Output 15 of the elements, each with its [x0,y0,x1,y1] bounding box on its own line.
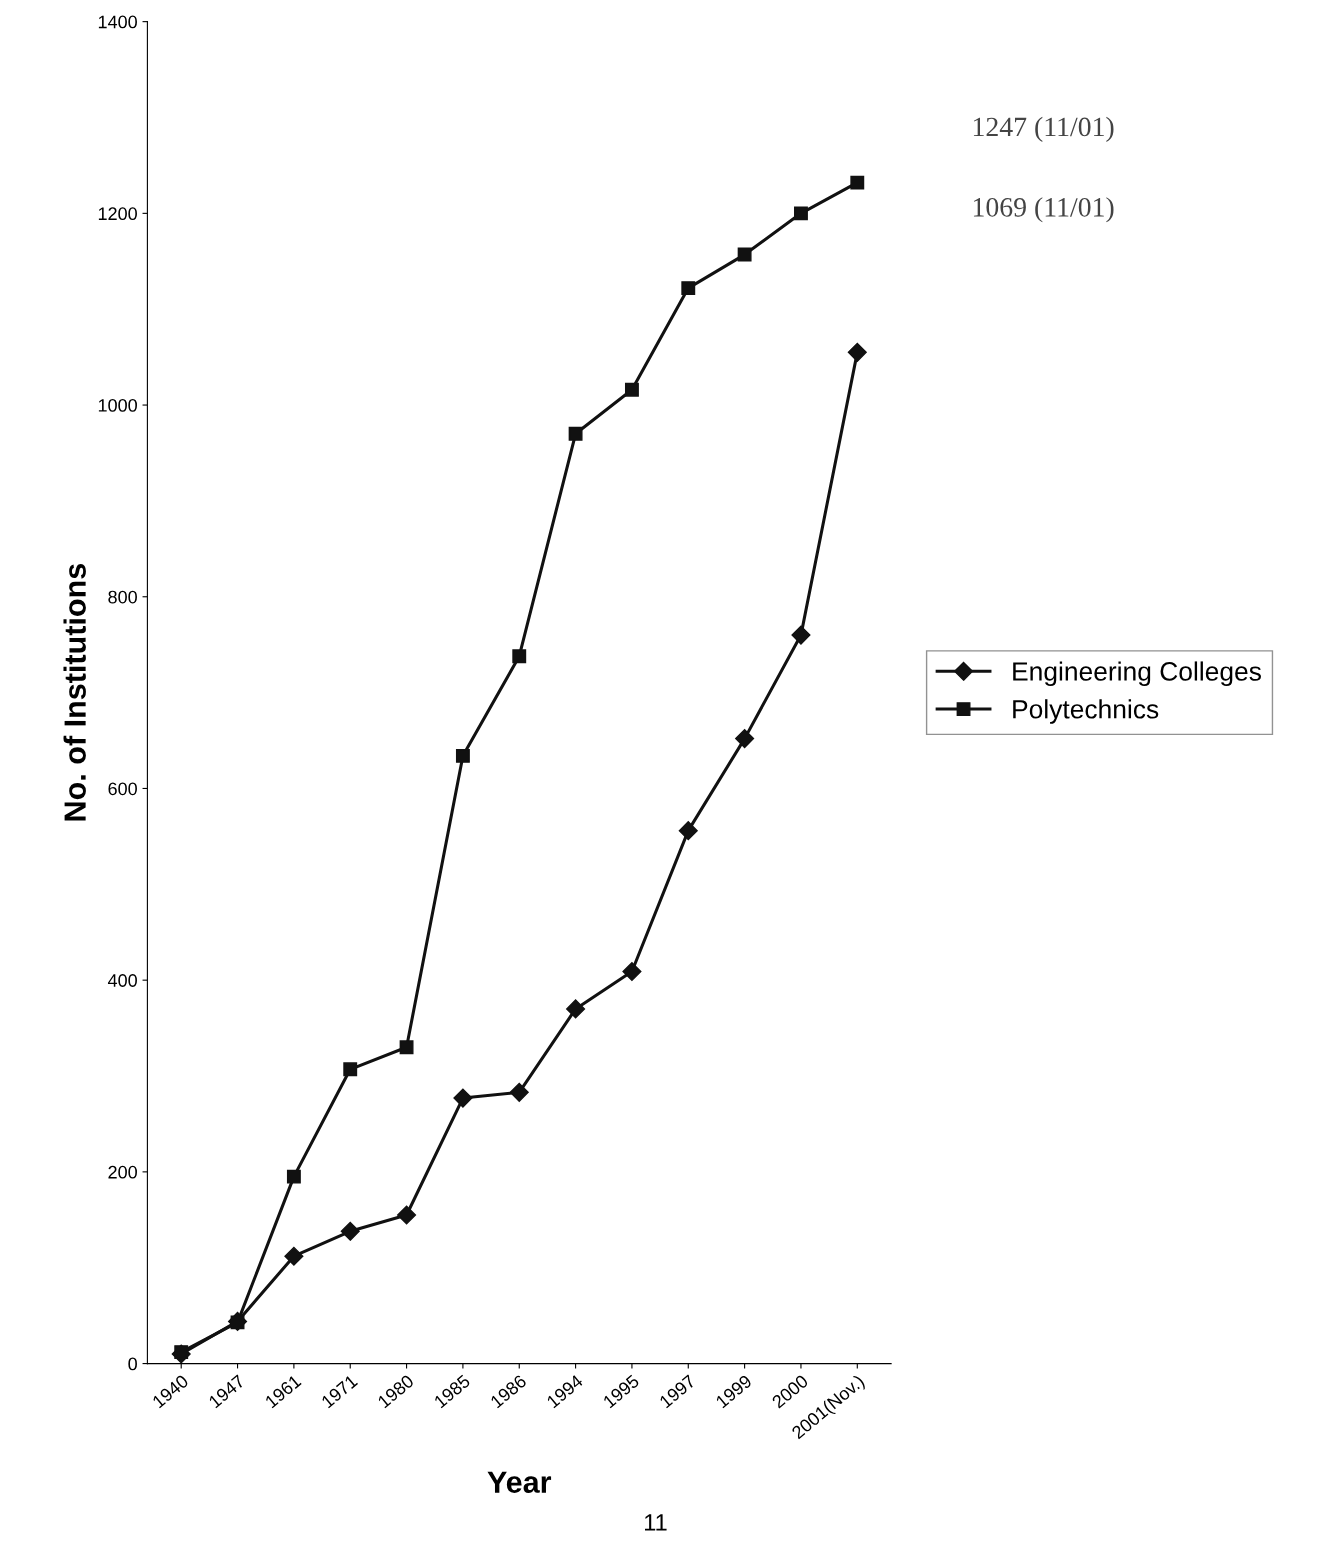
text: 1069 (11/01) [973,197,1114,223]
y-tick-label: 0 [128,1357,137,1371]
y-axis-title: No. of Institutions [63,564,86,821]
text: 1247 (11/01) [973,116,1114,142]
legend-label: Engineering Colleges [1013,661,1261,687]
y-tick-label: 400 [107,974,137,987]
y-tick-label: 600 [108,782,137,796]
x-axis-title: Year [487,1471,552,1493]
y-tick-label: 200 [108,1165,137,1179]
y-tick-label: 1000 [98,398,137,412]
y-tick-label: 1400 [98,15,137,29]
text: 11 [645,1514,667,1531]
legend-label: Polytechnics [1013,699,1159,724]
y-tick-label: 1200 [98,207,137,221]
y-tick-label: 800 [108,590,137,604]
